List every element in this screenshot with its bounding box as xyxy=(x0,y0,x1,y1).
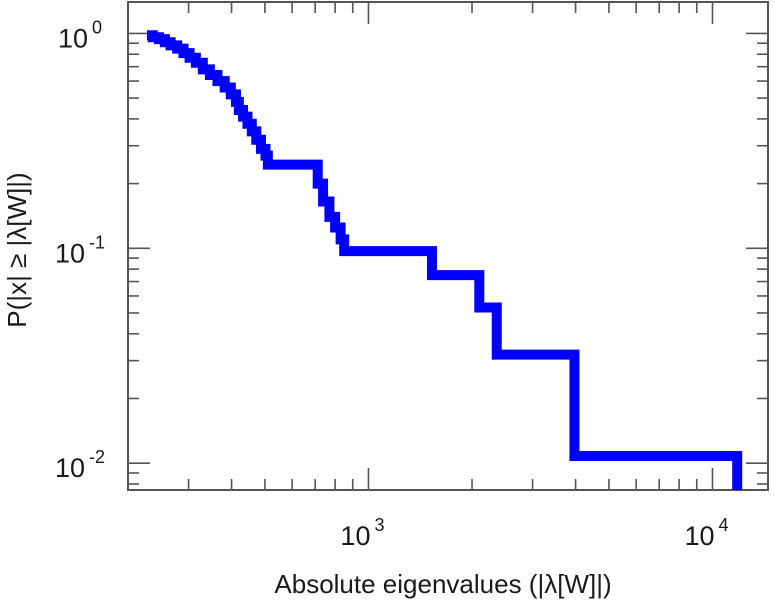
minor-ticks xyxy=(127,2,768,490)
x-tick-label: 10 4 xyxy=(684,515,728,551)
series-line xyxy=(146,30,743,490)
y-tick-label: 10 0 xyxy=(58,17,102,53)
y-axis-title: P(|x| ≥ |λ[W]|) xyxy=(2,172,32,327)
y-tick-label: 10 -1 xyxy=(55,232,105,268)
data-layer xyxy=(146,30,743,490)
x-axis-title: Absolute eigenvalues (|λ[W]|) xyxy=(274,569,611,599)
major-ticks xyxy=(128,2,768,490)
x-tick-label: 10 3 xyxy=(340,515,384,551)
x-tick-labels: 10 3 10 4 xyxy=(340,515,728,551)
plot-area xyxy=(127,1,769,491)
y-tick-label: 10 -2 xyxy=(55,447,105,483)
